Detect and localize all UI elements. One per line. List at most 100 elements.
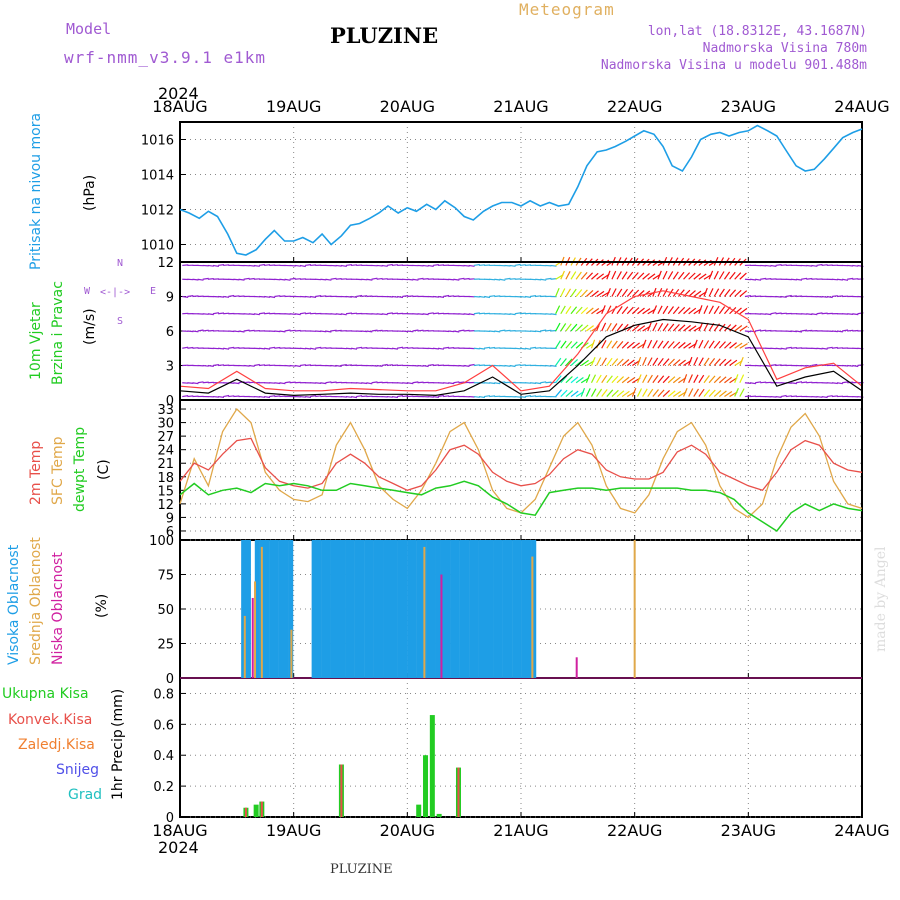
wind-barb xyxy=(806,364,813,367)
wind-barb xyxy=(212,312,220,315)
wind-barb xyxy=(667,358,675,366)
wind-barb xyxy=(601,357,607,366)
wind-barb xyxy=(693,357,699,366)
wind-barb xyxy=(739,307,748,315)
wind-barb xyxy=(530,395,537,398)
wind-barb xyxy=(821,347,828,350)
wind-barb xyxy=(458,313,465,315)
wind-barb xyxy=(790,395,797,398)
wind-barb xyxy=(218,364,225,367)
wind-barb xyxy=(264,364,271,367)
wind-barb xyxy=(197,329,204,332)
precip-total-bar xyxy=(416,804,422,817)
wind-barb xyxy=(187,382,194,384)
wind-barb xyxy=(489,382,496,385)
wind-barb xyxy=(248,329,255,332)
wind-barb xyxy=(713,288,720,297)
wind-barb xyxy=(197,278,204,281)
high-cloud-bar xyxy=(373,540,379,678)
wind-barb xyxy=(703,389,711,397)
wind-barb xyxy=(718,271,725,280)
wind-barb xyxy=(514,395,521,398)
wind-barb xyxy=(202,329,209,332)
wind-barb xyxy=(381,313,388,316)
wind-barb xyxy=(806,264,813,267)
wind-barb xyxy=(703,287,708,297)
page-title: PLUZINE xyxy=(330,23,439,48)
wind-barb xyxy=(632,324,640,332)
wind-barb xyxy=(657,305,663,315)
wind-barb xyxy=(770,364,777,367)
wind-barb xyxy=(831,346,838,349)
wind-barb xyxy=(269,395,276,398)
wind-barb xyxy=(473,312,480,315)
wind-barb xyxy=(560,375,568,384)
wind-barb xyxy=(381,363,388,367)
high-cloud-bar xyxy=(430,540,436,678)
wind-barb xyxy=(550,313,557,316)
wind-barb xyxy=(785,395,792,398)
wind-barb xyxy=(626,271,634,280)
wind-barb xyxy=(647,273,656,280)
wind-barb xyxy=(596,290,605,297)
wind-barb xyxy=(264,264,271,267)
y-tick-label: 0 xyxy=(166,811,174,826)
wind-barb xyxy=(693,273,702,280)
precip-total-label: Ukupna Kisa xyxy=(2,686,89,702)
wind-barb xyxy=(535,295,542,298)
wind-barb xyxy=(504,364,511,367)
wind-barb xyxy=(253,313,260,316)
wind-barb xyxy=(320,382,327,385)
wind-barb xyxy=(565,358,573,366)
wind-barb xyxy=(540,329,547,332)
wind-barb xyxy=(443,346,450,349)
wind-barb xyxy=(463,329,470,332)
wind-barb xyxy=(437,347,444,350)
wind-barb xyxy=(555,287,560,297)
wind-barb xyxy=(315,395,322,398)
altitude-text: Nadmorska Visina 780m xyxy=(702,41,867,56)
wind-barb xyxy=(437,394,445,398)
wind-barb xyxy=(386,364,393,367)
wind-barb xyxy=(652,389,659,397)
wind-barb xyxy=(642,374,648,384)
wind-barb xyxy=(575,324,583,332)
wind-barb xyxy=(842,381,849,384)
wind-barb xyxy=(565,390,574,398)
wind-barb xyxy=(432,347,439,350)
precip-total-bar xyxy=(253,804,259,817)
wind-barb xyxy=(478,295,485,298)
y-tick-label: 0.6 xyxy=(153,718,174,733)
wind-barb xyxy=(376,381,383,384)
wind-barb xyxy=(575,341,584,349)
wind-barb xyxy=(386,295,393,298)
wind-barb xyxy=(611,305,618,315)
wind-barb xyxy=(453,295,460,298)
wind-barb xyxy=(187,346,194,349)
wind-barb xyxy=(453,381,460,384)
high-cloud-bar xyxy=(383,540,389,678)
wind-barb xyxy=(693,374,699,384)
wind-barb xyxy=(218,312,225,315)
wind-barb xyxy=(744,395,751,398)
wind-barb xyxy=(448,330,455,333)
wind-barb xyxy=(642,339,647,349)
lonlat-text: lon,lat (18.8312E, 43.1687N) xyxy=(647,24,867,39)
wind-barb xyxy=(662,340,670,349)
wind-barb xyxy=(218,347,225,350)
wind-barb xyxy=(299,264,306,268)
wind-barb xyxy=(376,277,383,280)
wind-barb xyxy=(667,376,676,384)
y-tick-label: 0.8 xyxy=(153,687,174,702)
wind-barb xyxy=(734,374,739,383)
wind-barb xyxy=(494,278,501,281)
wind-barb xyxy=(535,382,542,385)
wind-barb xyxy=(560,323,567,332)
wind-barb xyxy=(657,357,664,366)
wind-barb xyxy=(499,329,506,332)
wind-barb xyxy=(570,323,578,332)
wind-barb xyxy=(785,330,792,333)
wind-barb xyxy=(248,313,255,316)
wind-barb xyxy=(514,364,521,367)
